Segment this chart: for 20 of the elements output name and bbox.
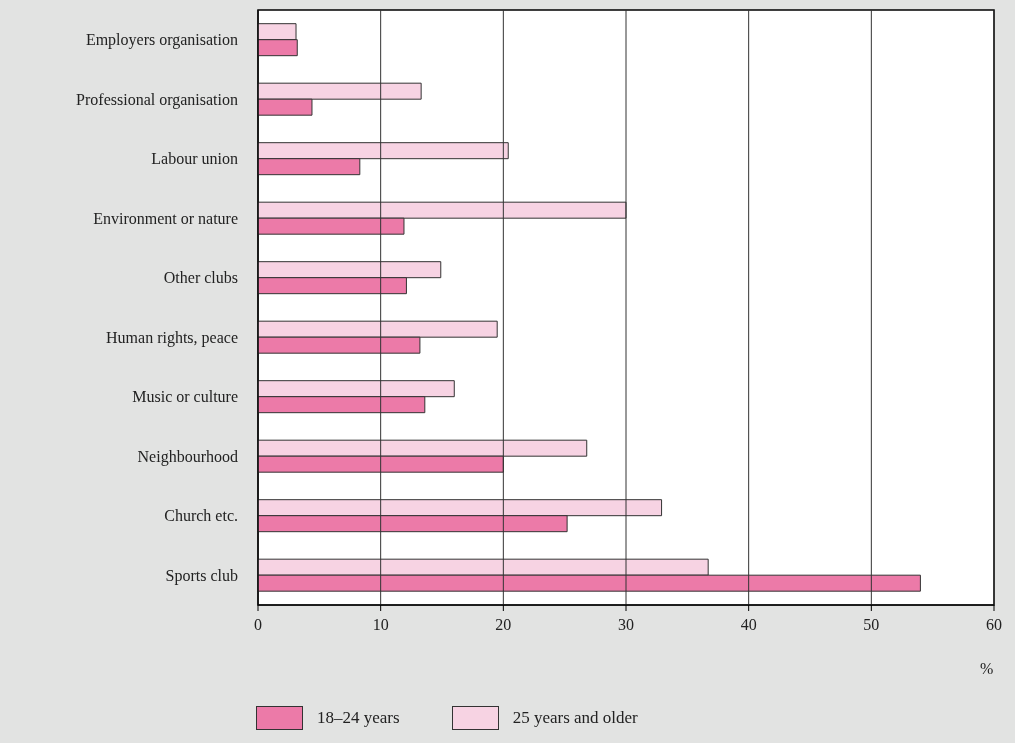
y-tick-label: Church etc. [164,507,238,525]
x-tick-label: 30 [618,616,634,634]
y-tick-label: Sports club [165,566,238,585]
y-tick-label: Neighbourhood [137,447,238,466]
y-tick-label: Other clubs [163,269,238,287]
y-tick-label: Employers organisation [85,31,238,50]
x-tick-label: 50 [863,616,880,634]
legend-label: 25 years and older [512,708,638,728]
x-tick-label: 40 [740,616,757,634]
x-tick-label: 60 [986,616,1002,634]
y-tick-label: Environment or nature [93,209,238,227]
y-tick-label: Labour union [151,150,238,168]
y-tick-label: Music or culture [132,388,238,406]
x-axis-title: % [980,660,994,678]
y-tick-label: Human rights, peace [106,328,238,347]
legend-label: 18–24 years [317,708,400,728]
x-tick-label: 0 [254,616,262,634]
y-tick-label: Professional organisation [76,90,238,109]
x-tick-label: 10 [372,616,389,634]
x-tick-label: 20 [495,616,512,634]
